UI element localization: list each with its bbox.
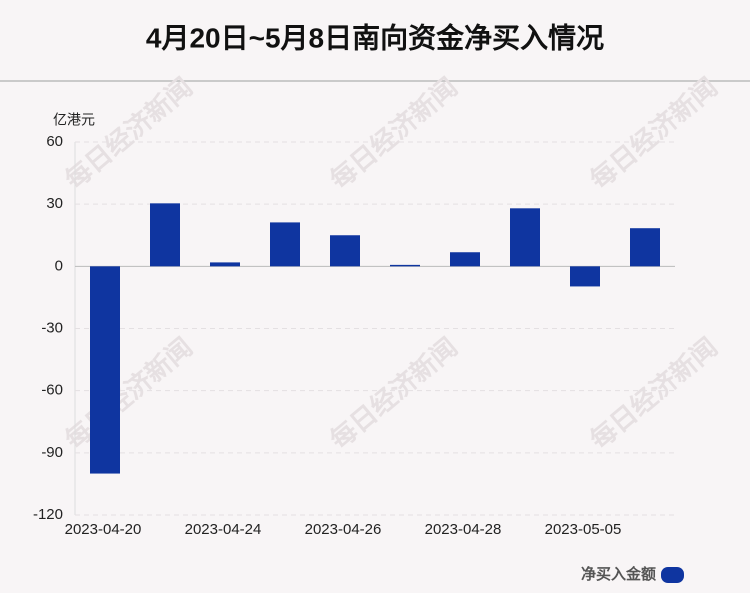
- bar: [450, 252, 480, 267]
- bar: [270, 222, 300, 267]
- bar: [510, 208, 540, 267]
- chart-title: 4月20日~5月8日南向资金净买入情况: [146, 21, 604, 53]
- x-tick-label: 2023-04-26: [305, 521, 382, 538]
- bar: [210, 262, 240, 267]
- y-tick-label: -120: [33, 506, 63, 523]
- y-tick-label: 0: [55, 257, 63, 274]
- bar: [150, 203, 180, 267]
- y-unit: 亿港元: [53, 112, 95, 128]
- bar: [390, 264, 420, 267]
- bar: [630, 228, 660, 267]
- y-tick-label: -30: [41, 319, 63, 336]
- x-tick-label: 2023-04-28: [425, 521, 502, 538]
- legend-label: 净买入金额: [581, 565, 656, 583]
- bar: [570, 266, 600, 287]
- x-tick-label: 2023-04-24: [185, 521, 262, 538]
- y-tick-label: -90: [41, 444, 63, 461]
- legend-swatch: [661, 567, 684, 583]
- y-tick-label: 30: [46, 195, 63, 212]
- bar: [90, 266, 120, 474]
- bar: [330, 235, 360, 267]
- x-tick-label: 2023-05-05: [545, 521, 622, 538]
- x-tick-label: 2023-04-20: [65, 521, 142, 538]
- y-tick-label: 60: [46, 133, 63, 150]
- y-tick-label: -60: [41, 382, 63, 399]
